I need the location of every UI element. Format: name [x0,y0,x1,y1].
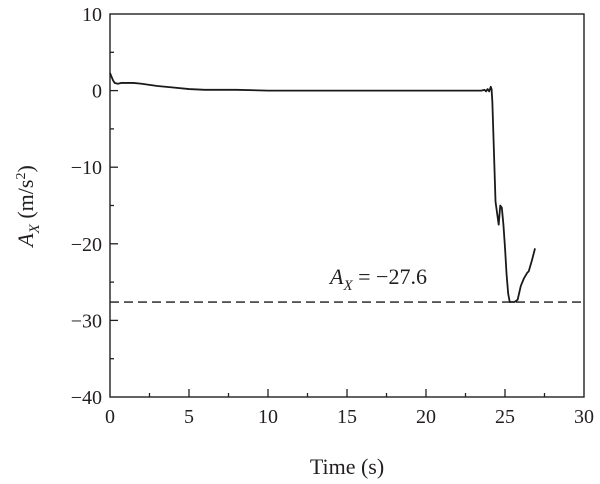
y-tick-label: −40 [71,387,102,409]
y-tick-label: −10 [71,157,102,179]
x-tick-label: 25 [495,406,515,428]
annotation-value: = −27.6 [353,264,427,289]
x-tick-label: 20 [416,406,436,428]
x-tick-label: 30 [574,406,594,428]
plot-frame [109,13,585,398]
x-axis-label: Time (s) [310,454,384,479]
y-tick-group: 10 0 −10 −20 −30 −40 [71,4,118,409]
x-tick-label: 0 [105,406,115,428]
x-tick-label: 5 [184,406,194,428]
series-line [109,72,536,303]
y-axis-label: AX (m/s2) [13,165,43,249]
y-axis-subscript: X [27,223,43,234]
y-tick-label: −20 [71,234,102,256]
annotation-subscript: X [342,278,353,294]
y-tick-label: −30 [71,310,102,332]
threshold-annotation: AX = −27.6 [328,264,427,294]
y-axis-unit-close: ) [13,165,38,172]
annotation-symbol: A [328,264,344,289]
x-tick-label: 15 [337,406,357,428]
y-axis-unit-power: 2 [14,173,29,180]
y-axis-symbol: A [13,233,38,249]
y-tick-label: 0 [92,81,102,103]
y-tick-label: 10 [82,4,102,26]
x-tick-group: 0 5 10 15 20 25 30 [105,389,594,428]
x-tick-label: 10 [258,406,278,428]
y-axis-unit: (m/s [13,180,38,225]
